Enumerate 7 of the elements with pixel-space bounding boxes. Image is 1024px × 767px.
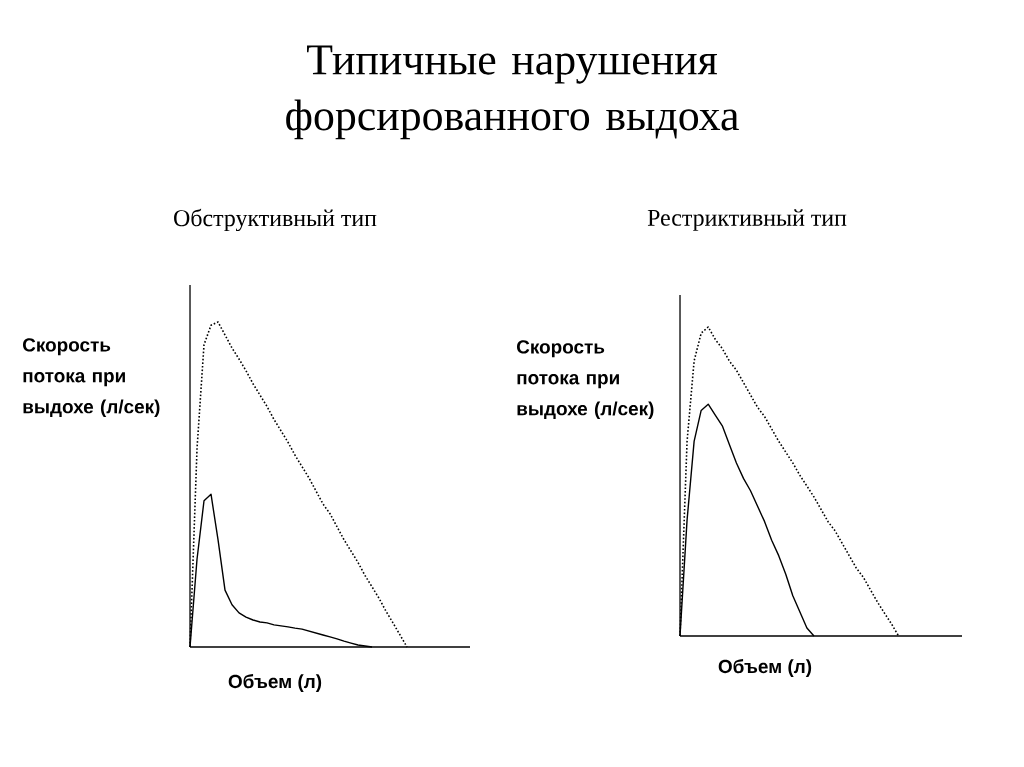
- y-axis-title: Скорость потока при выдохе (л/сек): [516, 340, 654, 420]
- chart-subtitle: Обструктивный тип: [174, 208, 377, 232]
- chart-subtitle: Рестриктивный тип: [647, 209, 847, 231]
- x-axis-title: Объем (л): [718, 659, 812, 677]
- x-axis-title: Объем (л): [228, 674, 322, 692]
- y-axis-title: Скорость потока при выдохе (л/сек): [22, 338, 160, 418]
- chart-title: Типичные нарушения форсированного выдоха: [286, 45, 739, 140]
